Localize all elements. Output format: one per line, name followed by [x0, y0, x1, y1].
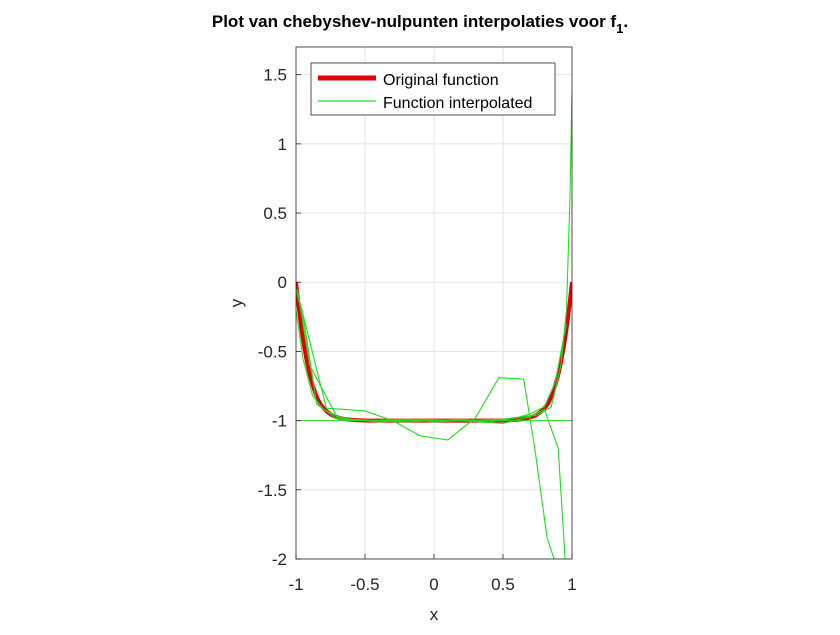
x-tick-label: -1 — [288, 575, 303, 594]
x-axis-label: x — [430, 605, 439, 624]
chart-title-subscript: 1 — [616, 21, 623, 36]
chart-title-main: Plot van chebyshev-nulpunten interpolati… — [212, 12, 617, 31]
series-interpolated-2 — [299, 302, 563, 559]
y-axis-label: y — [227, 298, 246, 307]
legend: Original function Function interpolated — [310, 62, 556, 116]
series-interpolated-3 — [296, 289, 572, 559]
y-tick-label: -0.5 — [258, 342, 287, 361]
chart-title: Plot van chebyshev-nulpunten interpolati… — [212, 12, 628, 36]
x-tick-label: 0 — [429, 575, 438, 594]
legend-label-original: Original function — [383, 72, 499, 89]
y-tick-label: 1 — [278, 135, 287, 154]
y-tick-label: -1.5 — [258, 481, 287, 500]
chart-title-suffix: . — [623, 12, 628, 31]
y-tick-label: 0 — [278, 273, 287, 292]
x-tick-label: -0.5 — [350, 575, 379, 594]
y-tick-label: 0.5 — [263, 204, 287, 223]
y-tick-label: 1.5 — [263, 66, 287, 85]
x-tick-label: 0.5 — [491, 575, 515, 594]
x-tick-label: 1 — [567, 575, 576, 594]
y-tick-label: -1 — [272, 412, 287, 431]
series-layer — [296, 91, 572, 559]
legend-label-interpolated: Function interpolated — [383, 95, 532, 112]
axis-ticks: -1 -0.5 0 0.5 1 -2 -1.5 -1 -0.5 0 0.5 1 1.5 — [258, 66, 577, 594]
series-interpolated-5 — [296, 309, 568, 423]
y-tick-label: -2 — [272, 550, 287, 569]
legend-box — [310, 62, 556, 116]
